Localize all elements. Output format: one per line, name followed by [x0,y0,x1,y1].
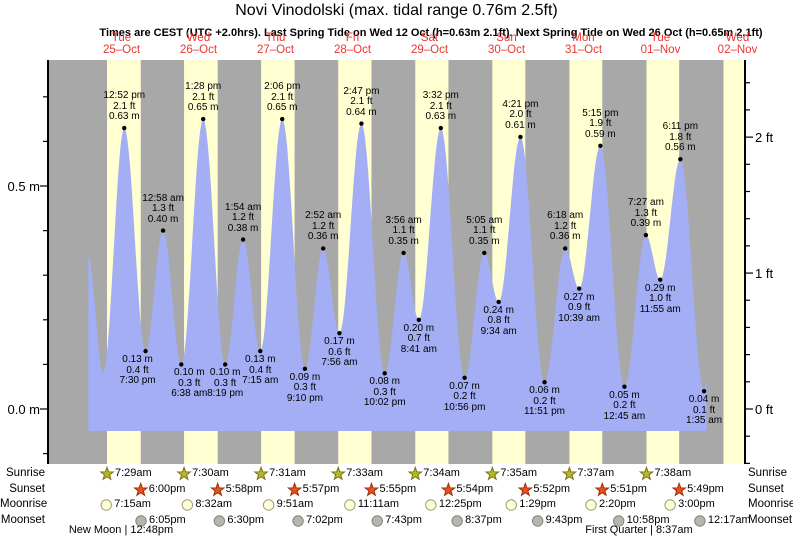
moonset-icon [531,515,544,527]
subtitle: Times are CEST (UTC +2.0hrs). Last Sprin… [99,27,763,39]
tide-extreme-dot [576,286,582,291]
tide-extreme-dot [258,348,263,354]
row-label-moonset-left: Moonset [0,514,45,526]
sunset-star-icon [440,481,457,497]
sunset-star-icon [133,481,149,497]
tide-extreme-dot [598,143,603,149]
tide-extreme-dot [337,330,342,336]
tide-extreme-dot [302,366,308,372]
sunset-star-icon [517,481,534,497]
sunset-star-icon [286,481,303,497]
tide-extreme-dot [643,232,649,238]
tide-extreme-dot [658,277,663,282]
row-label-sunset-right: Sunset [748,483,784,495]
moonrise-icon [505,499,517,511]
moon-phase-new-moon: New Moon | 12:48pm [68,524,174,536]
moonrise-icon [262,499,275,511]
sunset-star-icon [671,481,687,497]
tide-extreme-dot [482,250,487,256]
sunrise-star-icon [561,465,578,481]
tide-extreme-dot [240,237,246,242]
tide-extreme-dot [122,125,127,131]
tide-extreme-dot [678,157,683,162]
tide-extreme-dot [201,116,206,122]
tide-extreme-dot [143,348,148,354]
tide-extreme-dot [359,121,364,126]
row-label-moonset-right: Moonset [748,514,793,526]
tide-extreme-dot [222,362,228,367]
row-label-sunrise-right: Sunrise [748,467,787,479]
row-label-sunrise-left: Sunrise [6,467,45,479]
tide-extreme-dot [320,246,326,251]
sunrise-star-icon [484,465,501,481]
moonset-icon [213,515,226,527]
moonrise-icon [100,499,112,511]
tide-extreme-dot [401,250,406,256]
moon-phase-first-quarter: First Quarter | 8:37am [585,524,693,536]
sunrise-star-icon [176,465,192,481]
tide-extreme-dot [518,134,523,140]
tide-area [88,119,707,431]
moonset-icon [371,515,383,527]
y-axis-left-label-0-0m: 0.0 m [7,402,40,417]
tide-extreme-dot [382,371,387,376]
y-axis-right-label-1ft: 1 ft [755,266,774,281]
sunset-star-icon [594,481,610,497]
row-label-moonrise-right: Moonrise [748,498,793,510]
moonset-icon [694,515,706,527]
page-title: Novi Vinodolski (max. tidal range 0.76m … [235,2,558,19]
row-label-sunset-left: Sunset [9,483,45,495]
row-label-moonrise-left: Moonrise [0,498,48,510]
y-axis-right-label-2ft: 2 ft [755,130,774,145]
tide-extreme-dot [416,317,422,322]
sunrise-star-icon [99,465,115,481]
sunrise-star-icon [330,465,346,481]
sunrise-star-icon [638,465,655,481]
tide-extreme-dot [179,362,184,367]
tide-extreme-dot [160,228,166,233]
tide-extreme-dot [496,299,501,305]
y-axis-left-label-0-5m: 0.5 m [7,179,40,194]
moonrise-icon [425,499,437,511]
daylight-band [723,60,745,464]
moonset-icon [135,515,147,527]
moonrise-icon [344,499,356,511]
tide-extreme-dot [280,116,285,122]
sunset-star-icon [209,481,226,497]
sunset-star-icon [363,481,380,497]
sunrise-star-icon [407,465,423,481]
tide-extreme-dot [462,375,467,380]
tide-extreme-dot [542,380,547,385]
sunrise-star-icon [253,465,269,481]
moonset-icon [292,515,304,527]
moonset-icon [612,515,625,527]
moonrise-icon [585,499,597,511]
tide-extreme-dot [622,384,627,389]
moonrise-icon [664,499,676,511]
tide-extreme-dot [438,125,444,131]
moonset-icon [451,515,463,527]
tide-extreme-dot [563,246,568,251]
tide-extreme-dot [701,388,707,394]
moonrise-icon [181,499,194,511]
y-axis-right-label-0ft: 0 ft [755,402,774,417]
